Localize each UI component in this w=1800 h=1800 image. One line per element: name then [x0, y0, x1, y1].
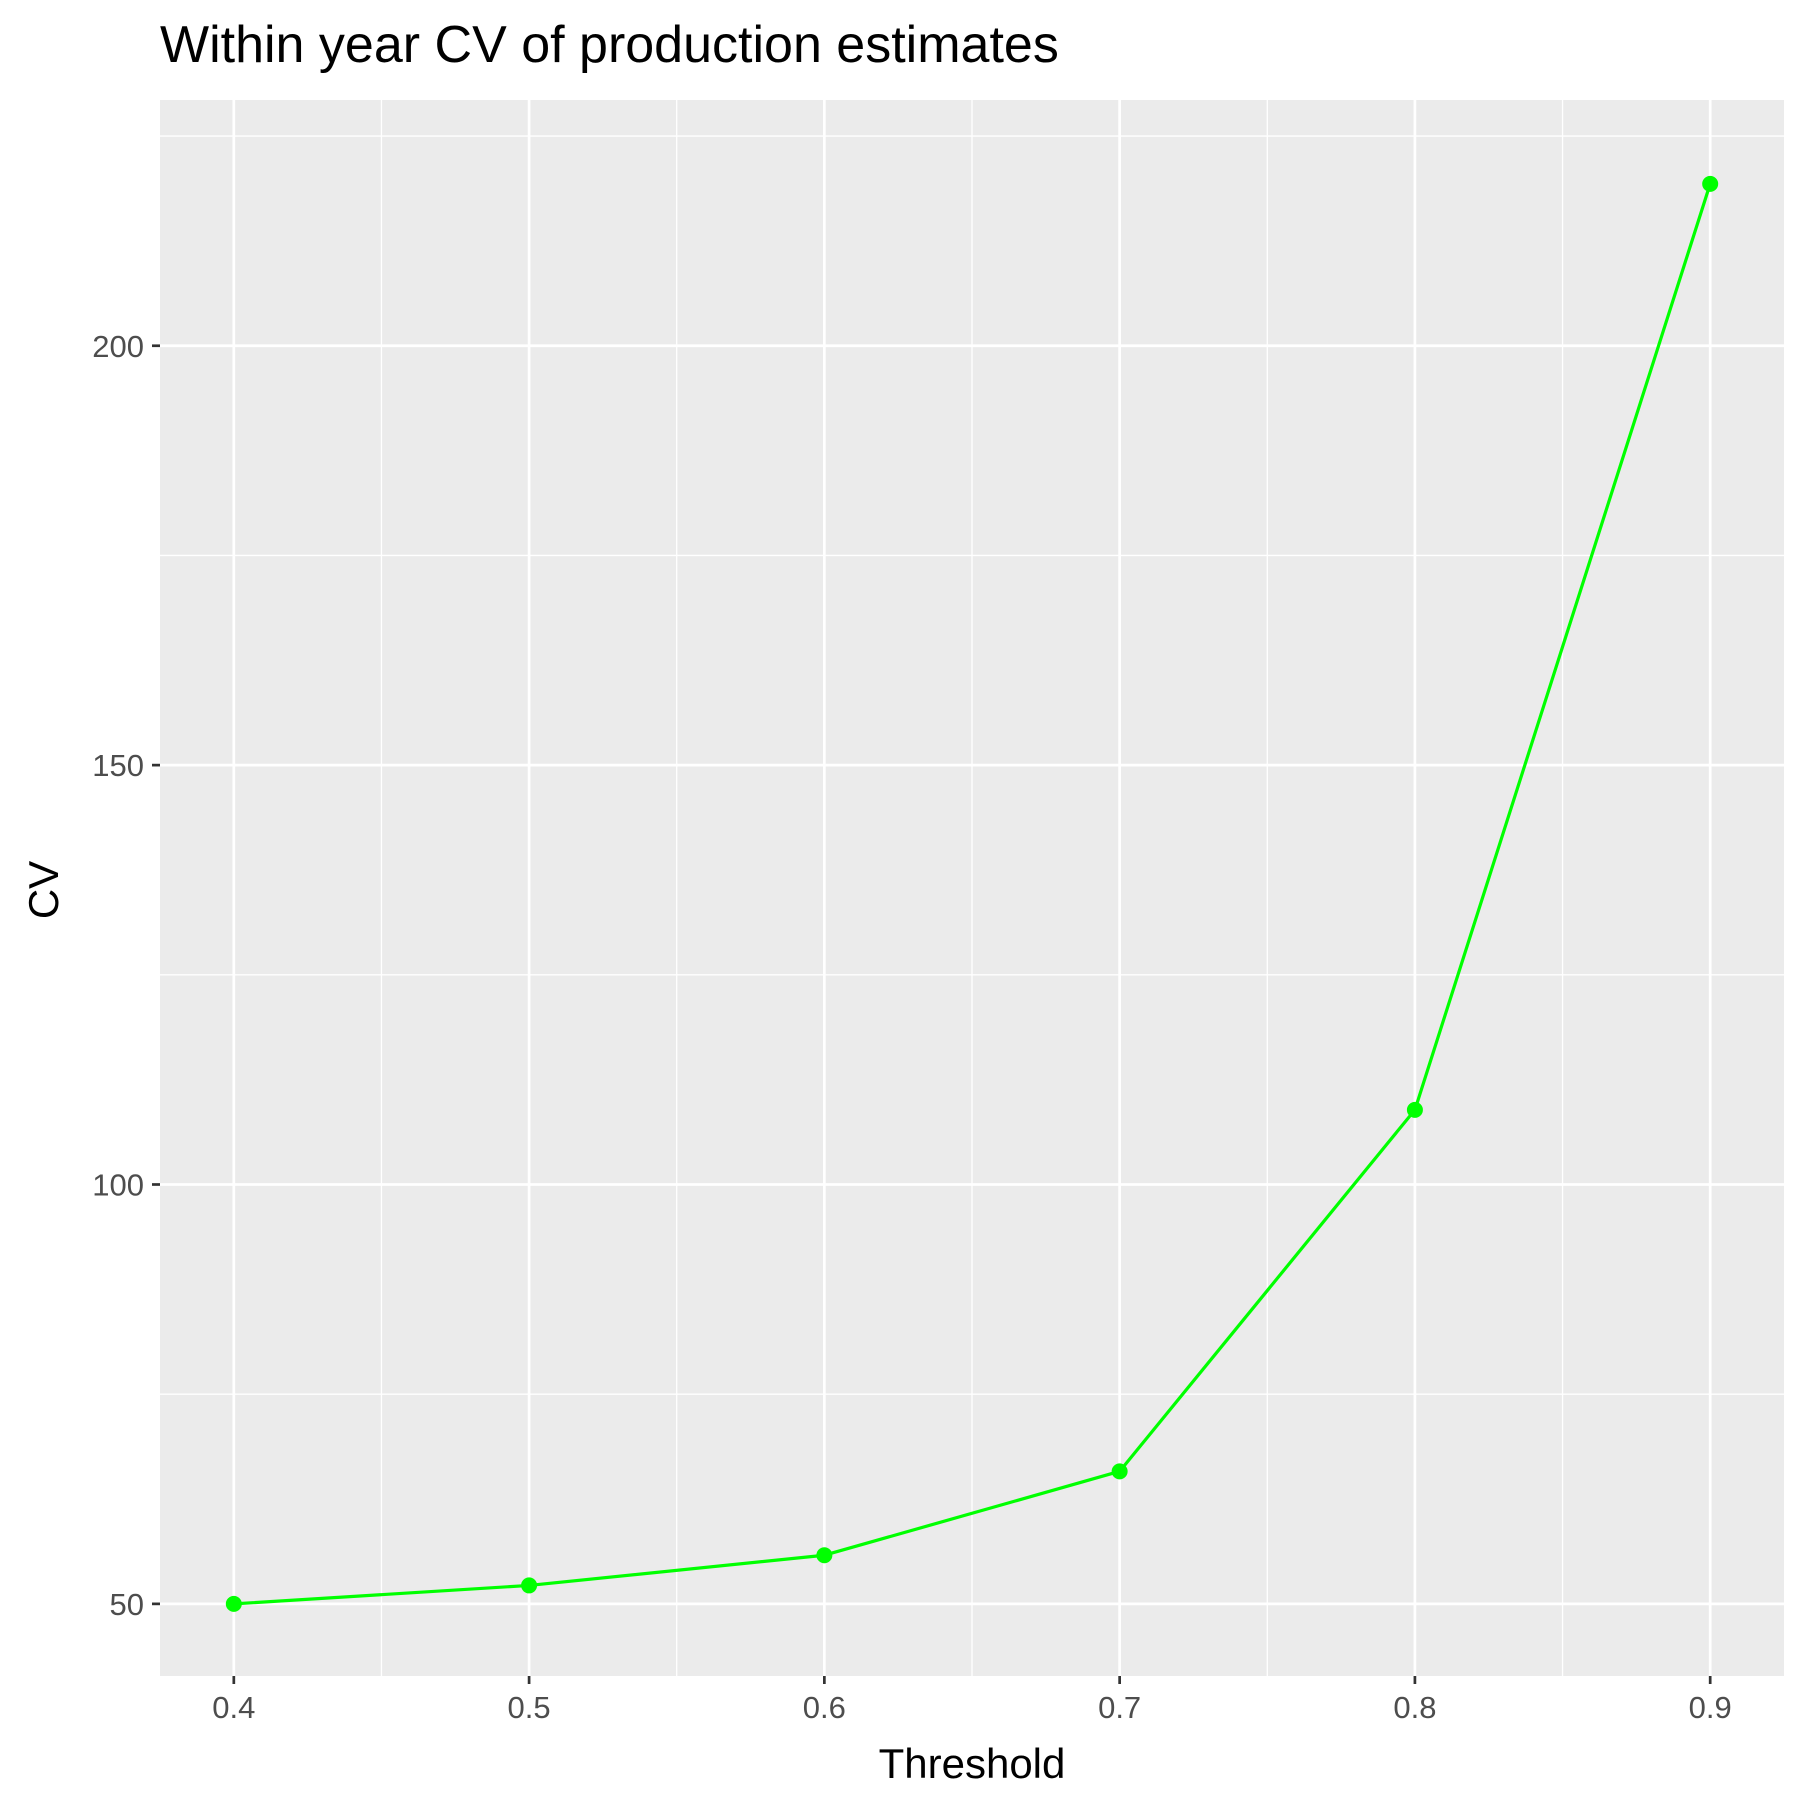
y-tick-label: 150: [92, 748, 144, 783]
data-point: [521, 1577, 538, 1594]
x-tick-label: 0.4: [212, 1690, 255, 1725]
x-tick-label: 0.6: [803, 1690, 846, 1725]
x-axis-title: Threshold: [879, 1740, 1066, 1787]
x-tick-label: 0.9: [1689, 1690, 1732, 1725]
y-tick-label: 200: [92, 329, 144, 364]
data-point: [816, 1547, 833, 1564]
x-tick-label: 0.7: [1098, 1690, 1141, 1725]
chart-title: Within year CV of production estimates: [160, 16, 1059, 74]
y-axis-title: CV: [20, 861, 67, 919]
x-tick-label: 0.5: [508, 1690, 551, 1725]
axes: 0.4 0.5 0.6 0.7 0.8 0.9 50 100 150 200: [92, 329, 1731, 1725]
series-layer: [225, 175, 1719, 1612]
data-point: [1702, 175, 1719, 192]
data-point: [1111, 1463, 1128, 1480]
y-tick-label: 100: [92, 1167, 144, 1202]
y-tick-label: 50: [110, 1587, 144, 1622]
series-line: [233, 183, 1712, 1606]
x-tick-label: 0.8: [1393, 1690, 1436, 1725]
grid-lines: [160, 100, 1784, 1676]
data-point: [1406, 1101, 1423, 1118]
data-point: [225, 1595, 242, 1612]
